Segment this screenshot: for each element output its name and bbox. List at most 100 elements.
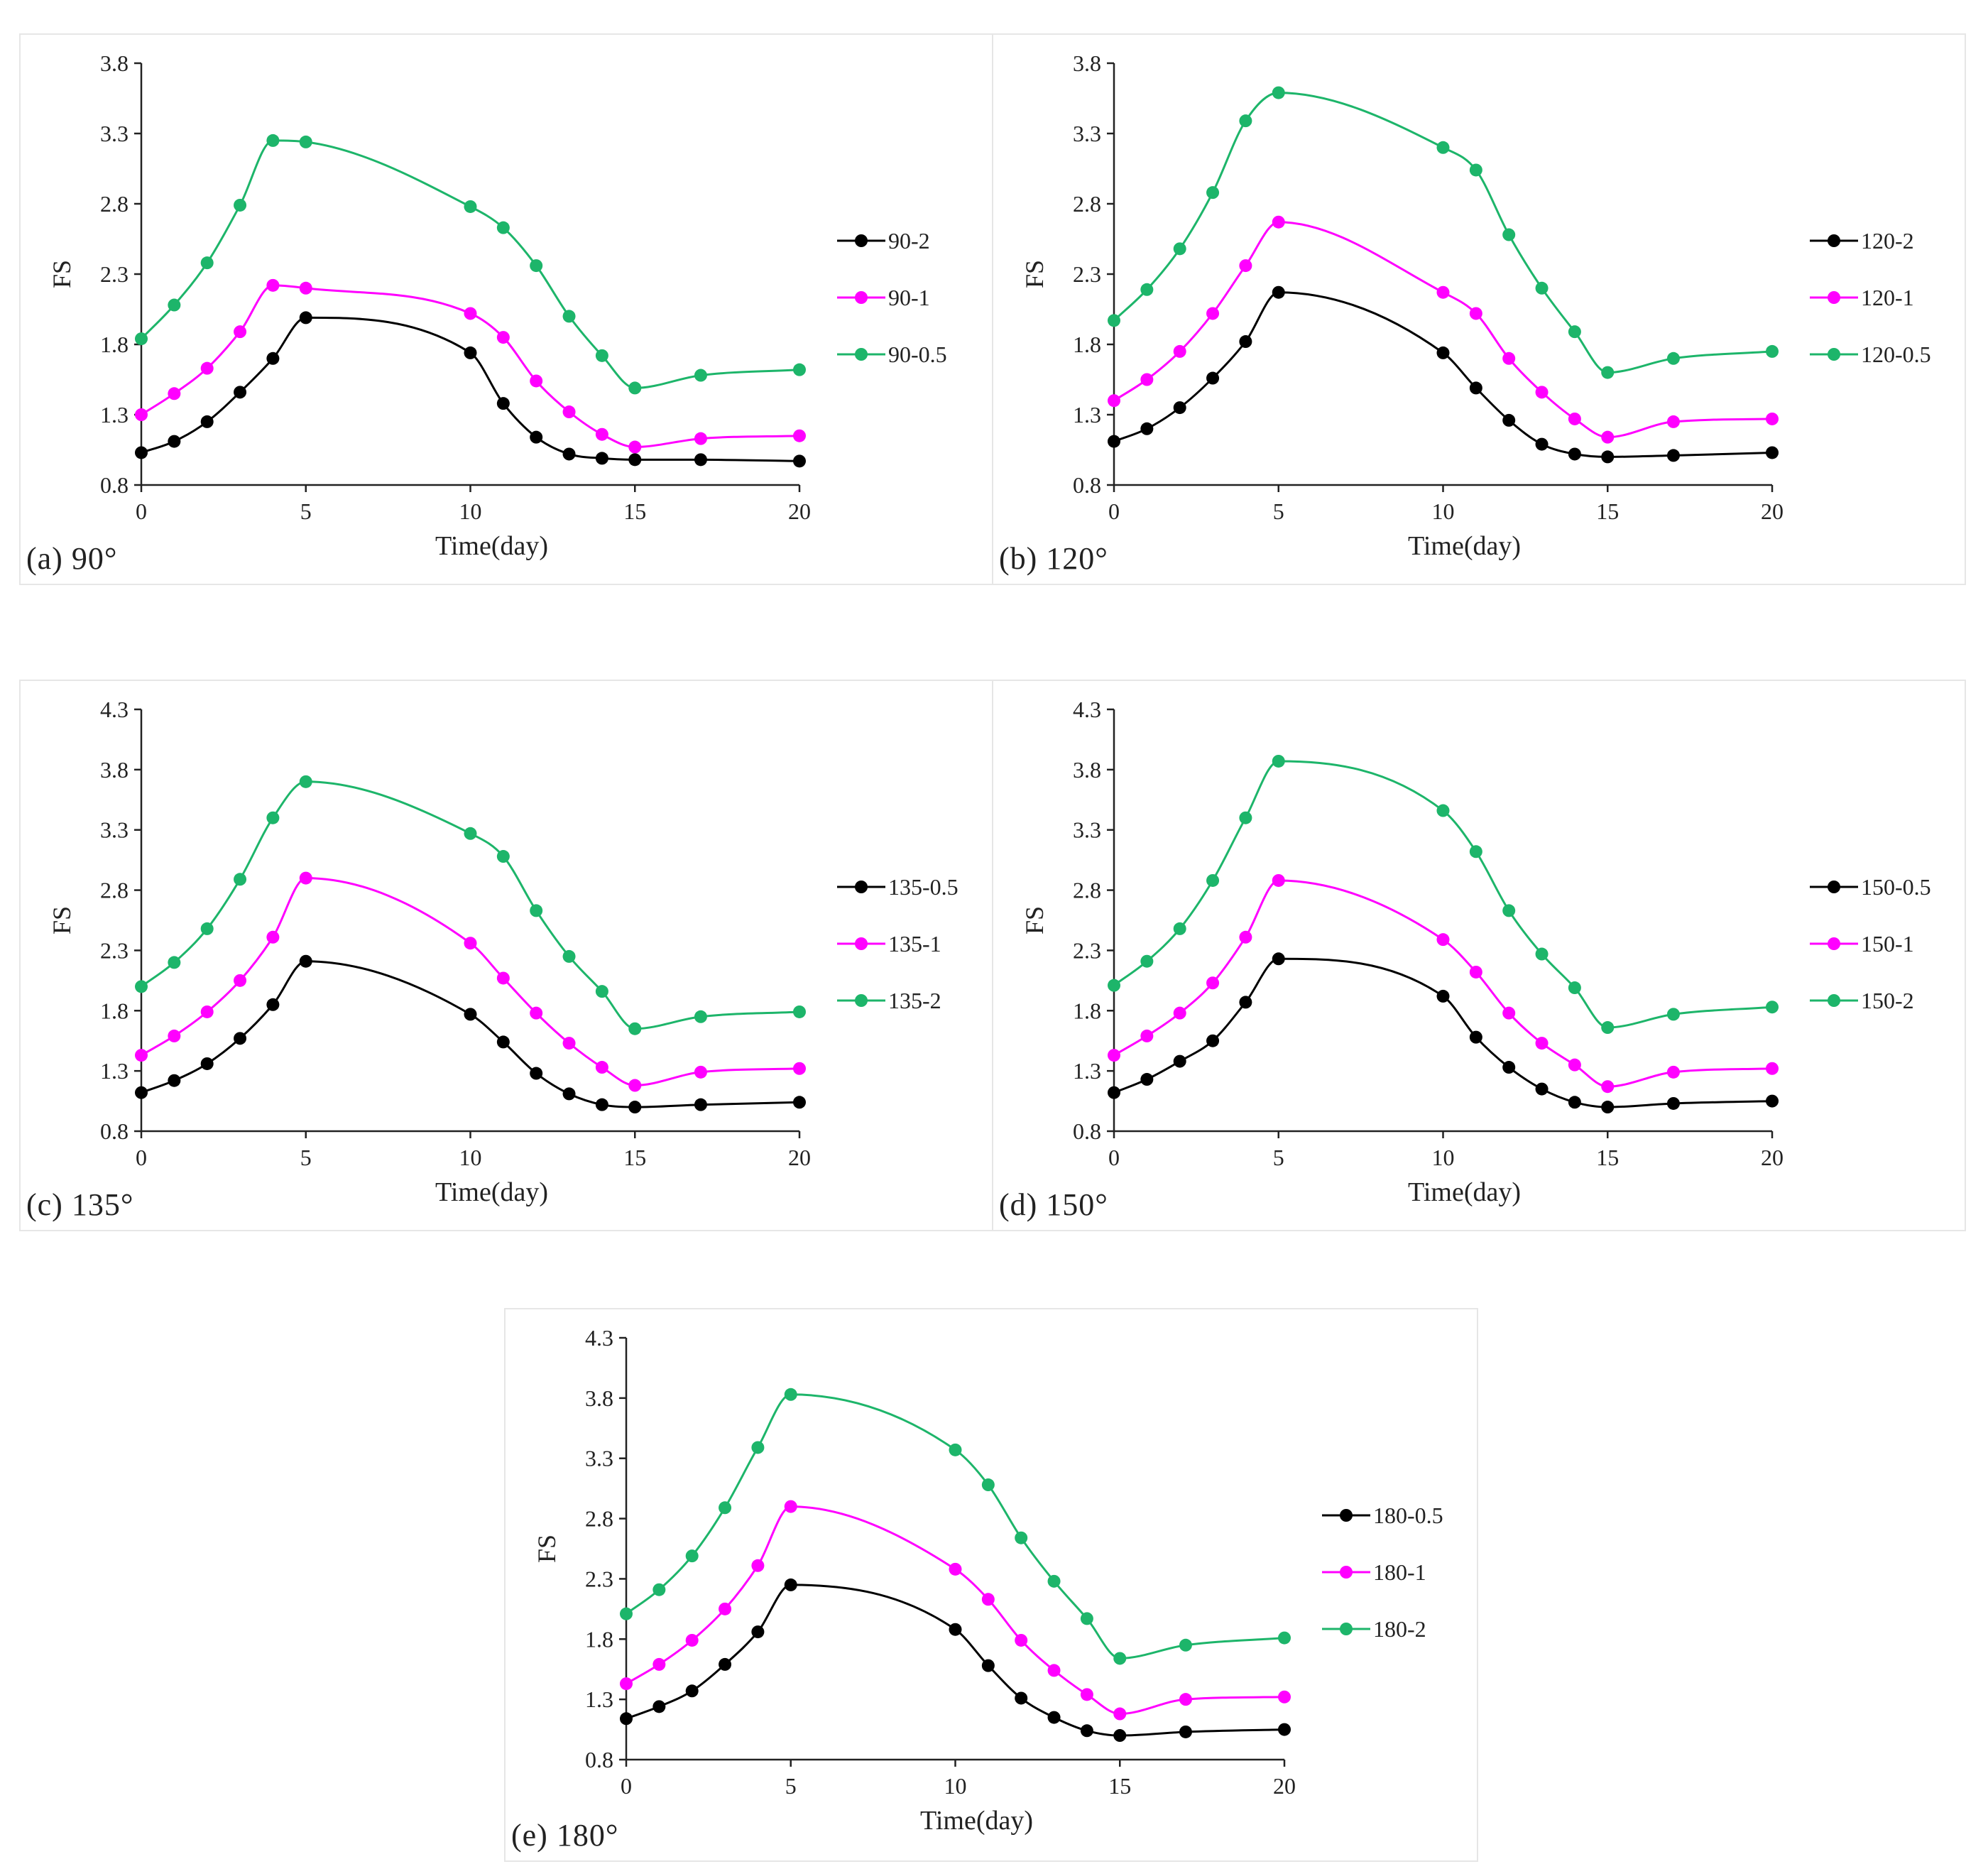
chart-svg: 0.8 1.3 1.8 2.3 2.8 3.3 3.8 4.3 0 5 10 15 20 Time(day… <box>48 697 958 1207</box>
legend-label: 150-0.5 <box>1861 874 1931 900</box>
data-point <box>620 1712 633 1726</box>
x-tick-label: 10 <box>1432 498 1455 524</box>
data-point <box>1113 1707 1127 1721</box>
chart-svg: 0.8 1.3 1.8 2.3 2.8 3.3 3.8 0 5 10 15 20 Time(day) FS… <box>1020 50 1931 561</box>
legend-marker <box>1828 937 1840 950</box>
data-point <box>299 281 312 295</box>
data-point <box>1436 285 1450 299</box>
data-point <box>595 452 608 465</box>
data-point <box>1666 1008 1680 1021</box>
data-point <box>1206 307 1220 320</box>
y-tick-label: 2.8 <box>1073 878 1101 903</box>
data-point <box>1601 1101 1615 1114</box>
data-point <box>1535 437 1549 451</box>
x-axis-title: Time(day) <box>1408 531 1521 561</box>
legend-marker <box>855 881 868 893</box>
data-point <box>1666 415 1680 428</box>
data-point <box>784 1500 797 1513</box>
y-tick-label: 3.8 <box>1073 50 1101 76</box>
legend-marker <box>855 291 868 304</box>
x-tick-label: 5 <box>1273 498 1284 524</box>
data-point <box>562 1087 576 1101</box>
chart-svg: 0.8 1.3 1.8 2.3 2.8 3.3 3.8 4.3 0 5 10 15 20 Time(day… <box>532 1325 1443 1836</box>
data-point <box>793 1062 806 1075</box>
data-point <box>1015 1633 1028 1647</box>
data-point <box>1173 242 1186 256</box>
data-point <box>719 1602 732 1615</box>
data-point <box>751 1441 765 1454</box>
data-point <box>464 827 477 840</box>
data-point <box>1278 1690 1291 1704</box>
data-point <box>628 1079 642 1092</box>
data-point <box>1108 1049 1120 1062</box>
data-point <box>530 1067 543 1080</box>
data-point <box>793 1005 806 1018</box>
chart-panel-d: 0.8 1.3 1.8 2.3 2.8 3.3 3.8 4.3 0 5 10 15 20 Time(day… <box>992 680 1966 1231</box>
legend-marker <box>1828 348 1840 361</box>
legend-label: 135-1 <box>888 931 941 956</box>
data-point <box>652 1700 666 1713</box>
data-point <box>168 956 181 969</box>
data-point <box>299 311 312 325</box>
data-point <box>1535 281 1549 295</box>
data-point <box>981 1593 995 1606</box>
y-tick-label: 3.3 <box>1073 817 1101 843</box>
data-point <box>168 1029 181 1042</box>
data-point <box>234 1032 247 1045</box>
data-point <box>595 985 608 998</box>
data-point <box>496 850 510 863</box>
data-point <box>1113 1729 1127 1743</box>
data-point <box>1206 186 1220 200</box>
y-tick-label: 2.8 <box>585 1506 613 1532</box>
data-point <box>981 1478 995 1492</box>
data-point <box>1469 307 1482 320</box>
data-point <box>234 198 247 212</box>
x-tick-label: 0 <box>136 1145 147 1170</box>
panel-caption: (b) 120° <box>999 541 1108 576</box>
y-tick-label: 2.8 <box>100 191 129 217</box>
data-point <box>135 980 148 993</box>
data-point <box>200 1005 214 1018</box>
data-point <box>200 922 214 935</box>
y-tick-label: 2.8 <box>1073 191 1101 217</box>
legend-marker <box>855 937 868 950</box>
y-tick-label: 3.8 <box>1073 757 1101 783</box>
data-point <box>266 278 280 292</box>
legend-label: 90-0.5 <box>888 342 947 367</box>
data-point <box>200 361 214 375</box>
legend-marker <box>1828 994 1840 1007</box>
x-axis-title: Time(day) <box>435 1177 548 1207</box>
legend-marker <box>855 234 868 247</box>
data-point <box>620 1677 633 1691</box>
data-point <box>135 1049 148 1062</box>
data-point <box>1502 904 1516 917</box>
x-tick-label: 15 <box>1596 1145 1619 1170</box>
x-tick-label: 15 <box>1108 1773 1131 1799</box>
y-tick-label: 4.3 <box>585 1325 613 1351</box>
data-point <box>1272 285 1285 299</box>
data-point <box>628 453 642 467</box>
data-point <box>1173 1054 1186 1068</box>
chart-panel-c: 0.8 1.3 1.8 2.3 2.8 3.3 3.8 4.3 0 5 10 15 20 Time(day… <box>19 680 993 1231</box>
data-point <box>464 200 477 213</box>
y-tick-label: 3.8 <box>100 757 129 783</box>
y-tick-label: 4.3 <box>100 697 129 722</box>
data-point <box>1568 1058 1581 1072</box>
x-tick-label: 20 <box>788 498 811 524</box>
y-tick-label: 2.3 <box>100 937 129 963</box>
legend-label: 120-2 <box>1861 228 1914 254</box>
legend-label: 120-0.5 <box>1861 342 1931 367</box>
x-tick-label: 20 <box>1273 1773 1296 1799</box>
data-point <box>1436 989 1450 1003</box>
x-tick-label: 20 <box>788 1145 811 1170</box>
legend-marker <box>1828 291 1840 304</box>
data-point <box>266 998 280 1011</box>
panel-caption: (e) 180° <box>511 1818 619 1853</box>
data-point <box>200 415 214 428</box>
data-point <box>496 1035 510 1049</box>
y-tick-label: 1.8 <box>100 998 129 1023</box>
data-point <box>530 259 543 273</box>
x-tick-label: 0 <box>621 1773 632 1799</box>
data-point <box>464 1008 477 1021</box>
legend-marker <box>1340 1566 1353 1579</box>
